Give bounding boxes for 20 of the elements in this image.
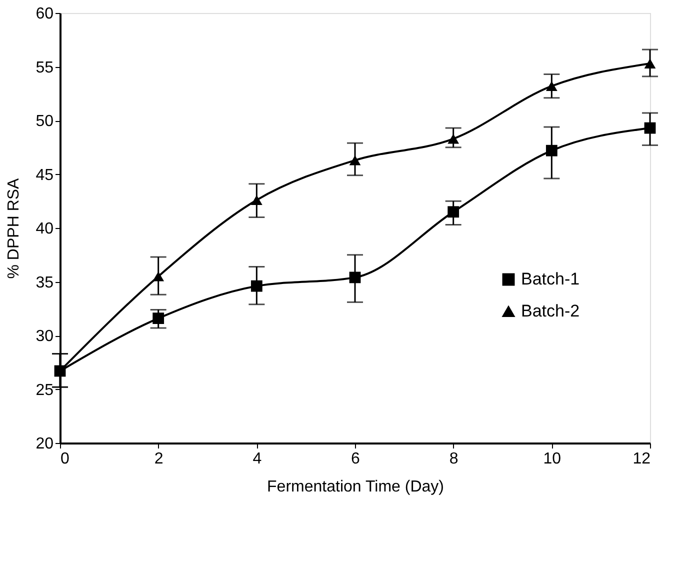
y-tick-label: 20 [36,436,54,452]
x-tick-label: 10 [543,450,562,468]
x-tick-label: 6 [351,450,360,468]
y-tick-label: 40 [36,220,54,238]
legend-label: Batch-2 [521,302,580,320]
y-tick-label: 25 [36,382,54,399]
y-tick-label: 55 [36,59,54,76]
x-tick-label: 2 [154,450,164,468]
x-tick-label: 0 [60,450,70,468]
y-axis-title: % DPPH RSA [6,178,23,279]
x-axis-title: Fermentation Time (Day) [267,478,444,496]
x-tick-label: 12 [632,450,651,468]
legend-label: Batch-1 [521,270,580,288]
y-tick-label: 35 [36,274,54,292]
y-tick-label: 60 [36,6,54,22]
x-tick-label: 8 [449,450,458,468]
y-tick-label: 30 [36,328,54,345]
y-tick-label: 50 [36,113,54,130]
x-tick-label: 4 [252,450,262,468]
y-tick-label: 45 [36,166,54,184]
